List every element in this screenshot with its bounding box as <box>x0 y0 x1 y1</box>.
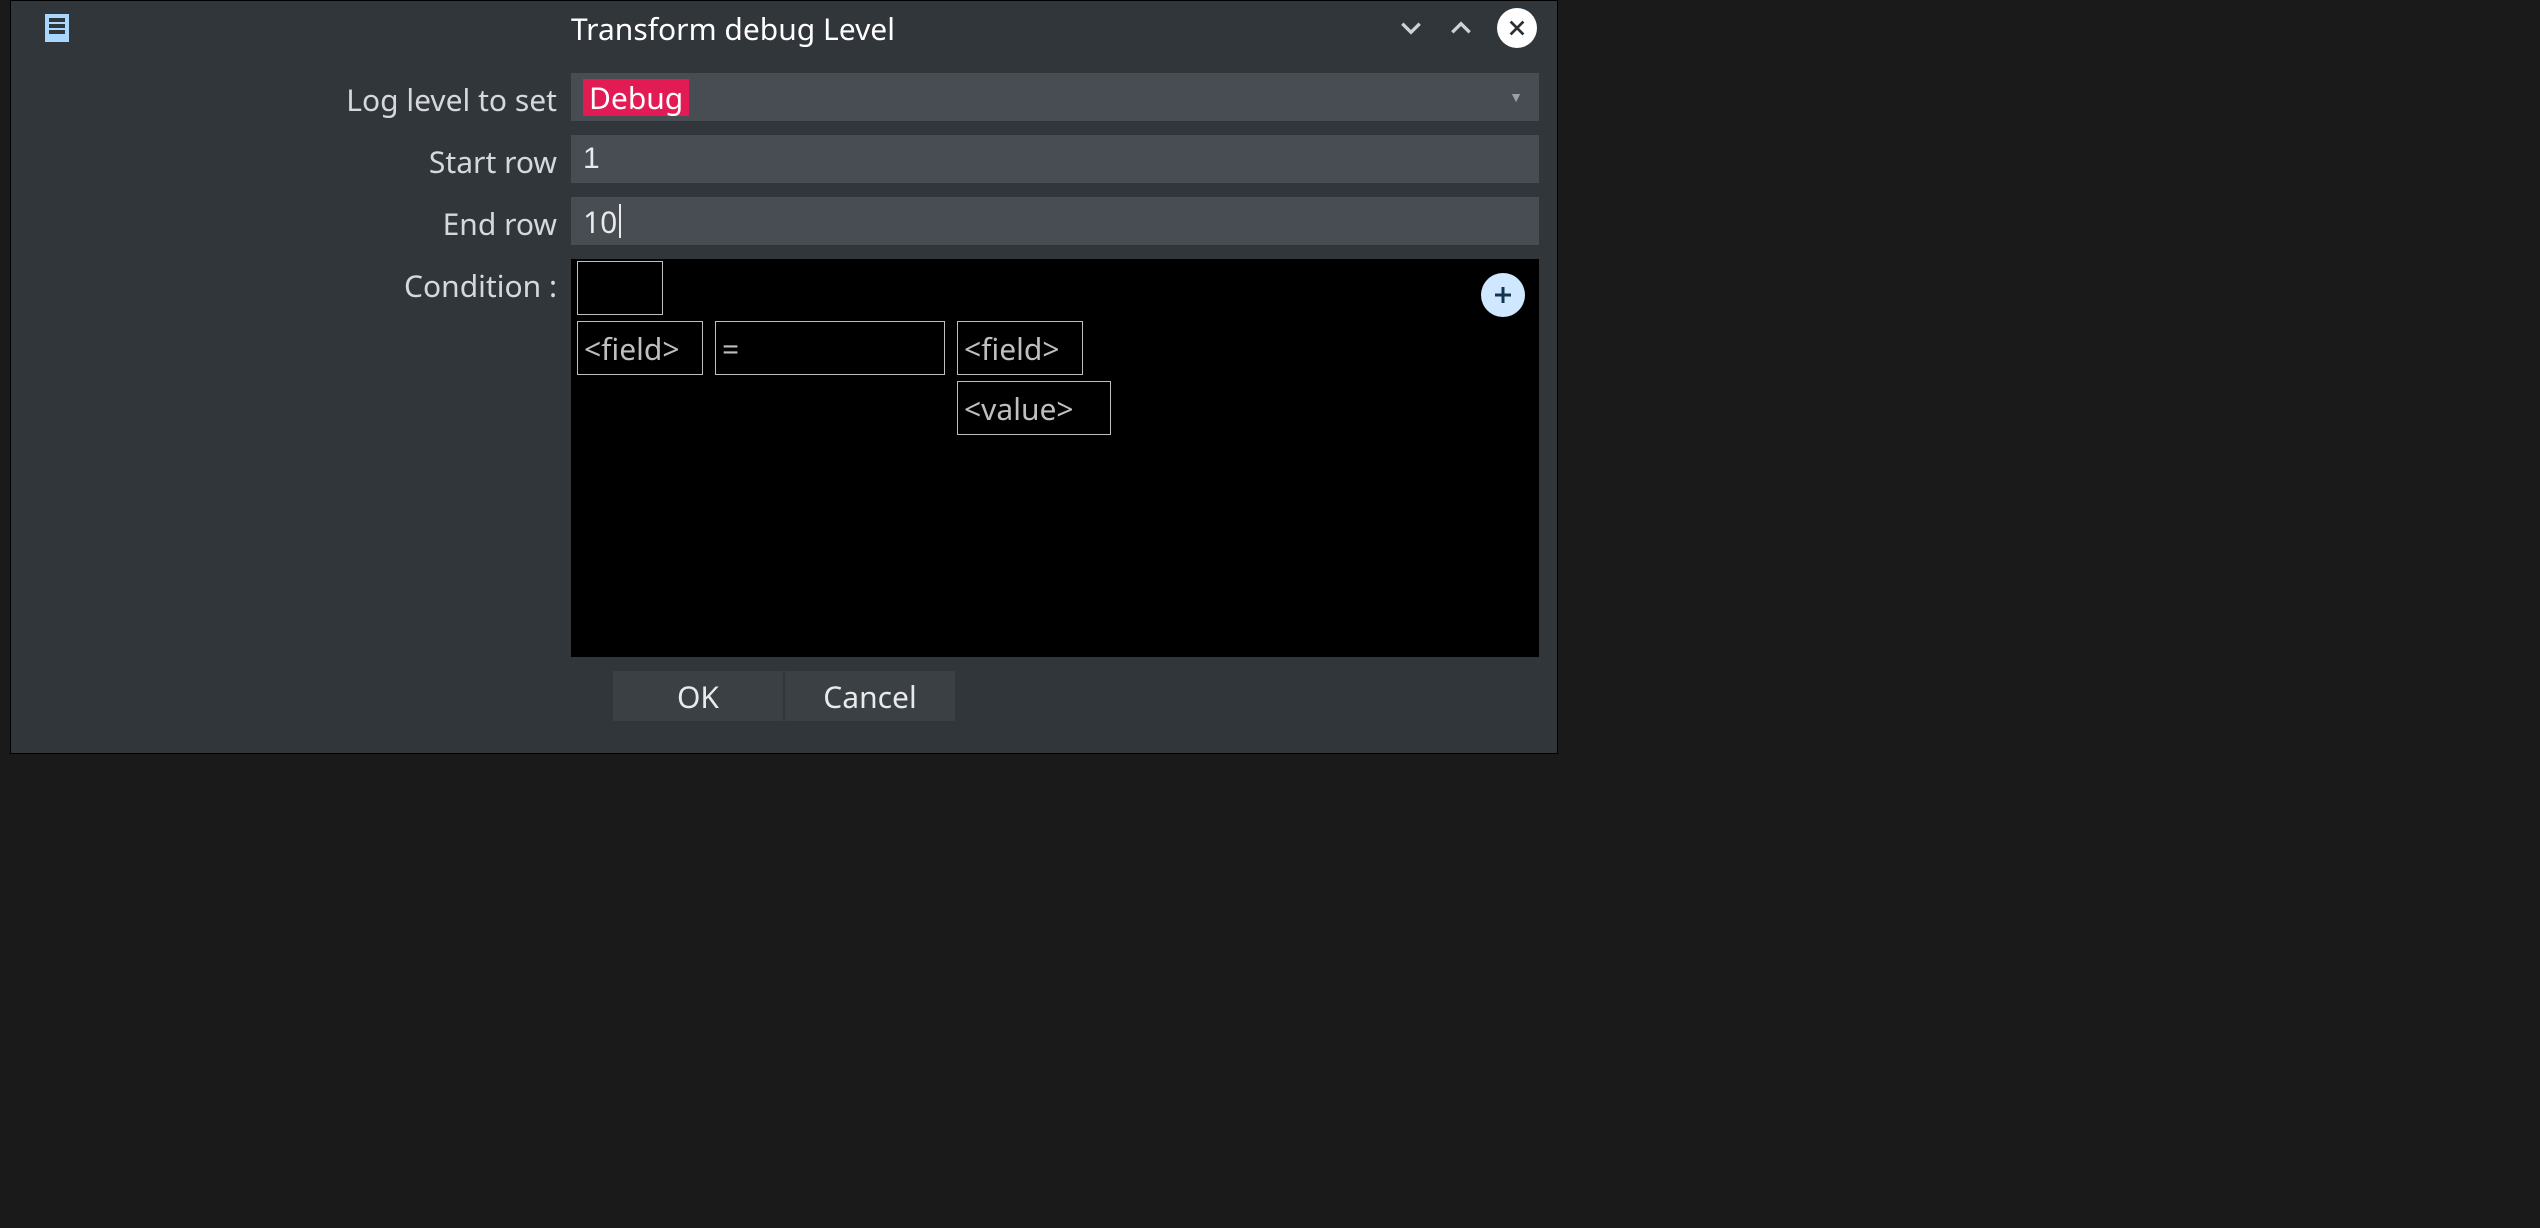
end-row-input[interactable]: 10 <box>571 197 1539 245</box>
start-row-input[interactable] <box>571 135 1539 183</box>
window-controls <box>1397 8 1537 48</box>
start-row-label: Start row <box>29 135 557 182</box>
log-level-dropdown[interactable]: Debug ▼ <box>571 73 1539 121</box>
dialog-window: Transform debug Level Log level to set D… <box>10 0 1558 754</box>
form-grid: Log level to set Debug ▼ Start row End r… <box>29 73 1539 657</box>
end-row-field-wrap: 10 <box>571 197 1539 245</box>
cancel-button[interactable]: Cancel <box>785 671 955 721</box>
condition-left-field[interactable]: <field> <box>577 321 703 375</box>
condition-value[interactable]: <value> <box>957 381 1111 435</box>
app-icon <box>45 14 69 42</box>
condition-label: Condition : <box>29 259 557 306</box>
end-row-value: 10 <box>583 201 617 242</box>
chevron-down-icon: ▼ <box>1509 88 1523 107</box>
text-cursor <box>619 204 621 238</box>
add-condition-icon[interactable] <box>1481 273 1525 317</box>
close-icon[interactable] <box>1497 8 1537 48</box>
maximize-icon[interactable] <box>1447 14 1475 42</box>
window-title: Transform debug Level <box>69 8 1397 49</box>
log-level-label: Log level to set <box>29 73 557 120</box>
condition-operator[interactable]: = <box>715 321 945 375</box>
ok-button[interactable]: OK <box>613 671 783 721</box>
condition-editor[interactable]: <field> = <field> <value> <box>571 259 1539 657</box>
log-level-field-wrap: Debug ▼ <box>571 73 1539 121</box>
condition-right-field[interactable]: <field> <box>957 321 1083 375</box>
start-row-field-wrap <box>571 135 1539 183</box>
minimize-icon[interactable] <box>1397 14 1425 42</box>
dialog-button-row: OK Cancel <box>29 657 1539 739</box>
titlebar: Transform debug Level <box>11 1 1557 55</box>
condition-root-box[interactable] <box>577 261 663 315</box>
log-level-selected: Debug <box>583 79 689 116</box>
end-row-label: End row <box>29 197 557 244</box>
dialog-body: Log level to set Debug ▼ Start row End r… <box>11 55 1557 753</box>
